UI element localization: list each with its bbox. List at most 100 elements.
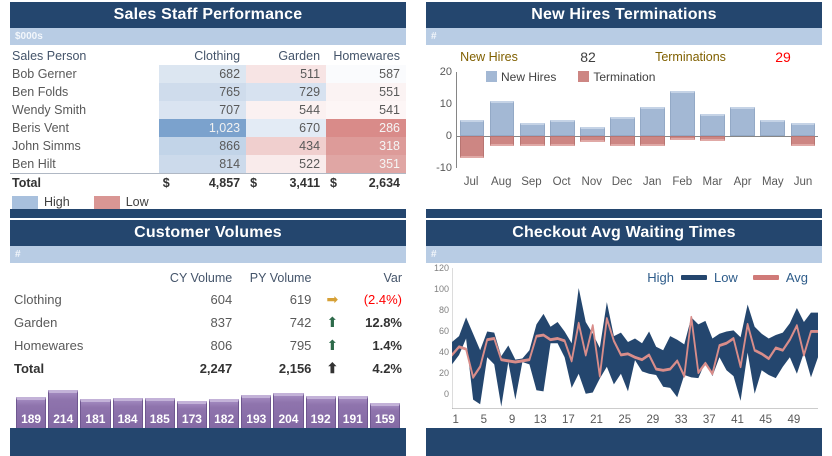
cell-name: Ben Folds <box>12 85 69 99</box>
avg-line <box>452 315 818 379</box>
cell-total-label: Total <box>10 173 159 192</box>
cell-clothing: 707 <box>158 101 247 119</box>
x-tick-29: 29 <box>646 414 660 426</box>
x-label-jan: Jan <box>642 176 662 188</box>
panel-customer-volumes: Customer Volumes # CY Volume PY Volume V… <box>0 218 416 456</box>
bar-column-oct <box>547 72 577 168</box>
y-tick-100: 100 <box>433 284 449 294</box>
x-label-may: May <box>761 176 784 188</box>
new-hires-kpi-row: New Hires 82 Terminations 29 <box>426 49 822 65</box>
bar-column-dec <box>607 72 637 168</box>
bar-chart-plot-area <box>456 72 818 168</box>
sparkline-bar-dec: 173 <box>176 400 208 432</box>
bar-column-jun <box>788 72 818 168</box>
new-hires-swatch-icon <box>486 71 497 82</box>
cell-clothing: 682 <box>158 65 247 83</box>
bar-column-mar <box>698 72 728 168</box>
cell-category: Clothing <box>14 292 62 307</box>
sparkline-bar-oct: 184 <box>112 397 143 432</box>
cell-cy-volume: 806 <box>210 338 233 353</box>
sparkline-bar-may: 191 <box>337 396 368 432</box>
checkout-y-axis: 120 100 80 60 40 20 0 <box>426 263 452 431</box>
col-cy-volume: CY Volume <box>169 271 233 285</box>
sparkline-value: 189 <box>21 412 42 426</box>
x-tick-45: 45 <box>759 414 773 426</box>
x-label-nov: Nov <box>581 176 602 188</box>
y-tick-20: 20 <box>438 368 449 378</box>
cell-cy-volume: 837 <box>210 315 233 330</box>
x-tick-21: 21 <box>590 414 603 426</box>
table-row: Garden 837 742 ⬆ 12.8% <box>10 311 406 334</box>
sparkline-value: 173 <box>181 412 202 426</box>
cell-homewares: 541 <box>326 101 406 119</box>
legend-label-low: Low <box>713 270 738 285</box>
bar-column-jan <box>637 72 667 168</box>
col-garden: Garden <box>278 49 321 63</box>
panel-title-checkout: Checkout Avg Waiting Times <box>426 220 822 246</box>
zero-line <box>457 136 818 137</box>
x-label-sep: Sep <box>521 176 542 188</box>
panel-checkout-waiting-times: Checkout Avg Waiting Times # 120 100 80 … <box>416 218 832 456</box>
x-tick-17: 17 <box>561 414 575 426</box>
sparkline-value: 181 <box>85 412 106 426</box>
currency-symbol: $ <box>330 176 337 190</box>
col-py-volume: PY Volume <box>249 271 312 285</box>
sales-table-body: Bob Gerner 682 511 587 Ben Folds 765 729… <box>10 65 406 192</box>
panel-footer-bar-new-hires <box>426 209 822 218</box>
kpi-label-terminations: Terminations <box>655 50 726 64</box>
sparkline-value: 184 <box>117 412 138 426</box>
low-line-swatch-icon <box>680 275 707 280</box>
cell-var: 12.8% <box>365 315 402 330</box>
cell-clothing: 814 <box>158 155 247 174</box>
cell-name: Wendy Smith <box>12 103 87 117</box>
x-label-mar: Mar <box>702 176 723 188</box>
cell-py-volume: 795 <box>289 338 312 353</box>
sparkline-value: 192 <box>310 412 331 426</box>
col-var: Var <box>383 271 402 285</box>
kpi-value-new-hires: 82 <box>580 49 596 65</box>
panel-title-sales: Sales Staff Performance <box>10 2 406 28</box>
x-label-oct: Oct <box>552 176 571 188</box>
x-tick-13: 13 <box>533 414 547 426</box>
panel-subtitle-customer-volumes: # <box>10 246 406 263</box>
cell-total-cy: 2,247 <box>199 361 233 376</box>
sparkline-value: 159 <box>374 412 395 426</box>
col-sales-person: Sales Person <box>12 49 87 63</box>
checkout-chart-svg <box>452 268 818 409</box>
x-label-apr: Apr <box>733 176 752 188</box>
table-row: John Simms 866 434 318 <box>10 137 406 155</box>
col-category <box>10 269 142 288</box>
y-tick-10: 10 <box>439 98 452 110</box>
y-tick-80: 80 <box>438 305 449 315</box>
y-tick-20: 20 <box>439 66 452 78</box>
bar-columns <box>457 72 818 168</box>
cell-garden: 511 <box>246 65 327 83</box>
legend-item-termination: Termination <box>578 70 655 84</box>
table-header-row: Sales Person Clothing Garden Homewares <box>10 48 406 65</box>
customer-volumes-table: CY Volume PY Volume Var Clothing 604 619… <box>10 269 406 380</box>
sparkline-bar-apr: 192 <box>305 395 336 432</box>
bar-column-feb <box>668 72 698 168</box>
cell-clothing: 866 <box>158 137 247 155</box>
total-clothing-value: 4,857 <box>208 176 241 190</box>
termination-swatch-icon <box>578 71 590 82</box>
total-homewares-value: 2,634 <box>368 176 400 190</box>
legend-label-avg: Avg <box>785 270 808 285</box>
total-garden-value: 3,411 <box>289 176 321 190</box>
sparkline-value: 193 <box>246 412 267 426</box>
cell-total-py: 2,156 <box>278 361 312 376</box>
currency-symbol: $ <box>162 176 170 190</box>
y-tick-0: 0 <box>443 389 449 399</box>
sparkline-value: 185 <box>149 412 170 426</box>
bar-chart-y-axis: 20 10 0 -10 <box>426 66 456 190</box>
legend-label-low: Low <box>125 195 149 209</box>
sparkline-bar-jul: 189 <box>16 396 47 432</box>
sparkline-bar-aug: 214 <box>48 390 79 432</box>
legend-item-new-hires: New Hires <box>486 70 556 84</box>
new-hires-bar-chart: 20 10 0 -10 New Hires Termination <box>426 66 822 190</box>
cell-garden: 544 <box>246 101 327 119</box>
cell-py-volume: 619 <box>289 292 312 307</box>
cell-clothing: 765 <box>158 83 247 101</box>
checkout-x-labels: 1 5 9 13 17 21 25 29 33 37 41 45 49 <box>452 414 818 430</box>
table-total-row: Total 2,247 2,156 ⬆ 4.2% <box>10 357 406 380</box>
